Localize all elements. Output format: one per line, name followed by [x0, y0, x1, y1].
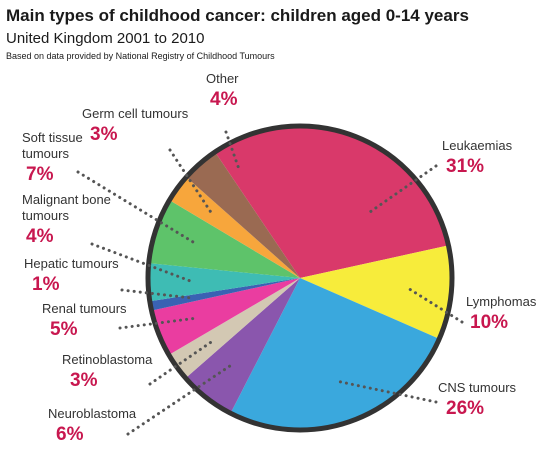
pie-slices: [145, 123, 455, 433]
chart-source-note: Based on data provided by National Regis…: [6, 51, 275, 61]
leader-line-hepatic-tumours: [120, 288, 194, 300]
slice-label-cns-tumours: CNS tumours: [438, 380, 517, 395]
slice-label-other: Other: [206, 71, 239, 86]
slice-labels: Leukaemias 31% Lymphomas 10% CNS tumours 26% N…: [22, 71, 537, 445]
leader-line-other: [224, 130, 242, 174]
slice-value-lymphomas: 10%: [470, 312, 508, 333]
pie-slice-leukaemias: [215, 126, 449, 278]
slice-value-cns-tumours: 26%: [446, 398, 484, 419]
slice-label-germ-cell-tumours: Germ cell tumours: [82, 106, 189, 121]
slice-label-malignant-bone-tumours-line-1: Malignant bone: [22, 192, 111, 207]
slice-value-hepatic-tumours: 1%: [32, 274, 60, 295]
leader-line-neuroblastoma: [126, 362, 235, 436]
leader-line-cns-tumours: [335, 379, 438, 404]
slice-value-malignant-bone-tumours: 4%: [26, 226, 54, 247]
leader-line-lymphomas: [407, 287, 464, 324]
pie-slice-germ-cell-tumours: [169, 177, 300, 278]
slice-label-renal-tumours: Renal tumours: [42, 301, 127, 316]
slice-label-soft-tissue-tumours-line-1: Soft tissue: [22, 130, 83, 145]
leader-line-malignant-bone-tumours: [90, 242, 193, 283]
leader-line-soft-tissue-tumours: [76, 170, 198, 246]
slice-label-hepatic-tumours: Hepatic tumours: [24, 256, 119, 271]
slice-value-renal-tumours: 5%: [50, 319, 78, 340]
pie-slice-malignant-bone-tumours: [148, 263, 300, 302]
pie-slice-renal-tumours: [151, 278, 300, 355]
chart-title: Main types of childhood cancer: children…: [6, 6, 469, 25]
leader-line-germ-cell-tumours: [168, 148, 214, 215]
pie-slice-lymphomas: [300, 245, 452, 339]
leader-line-renal-tumours: [118, 316, 200, 330]
leader-lines: [76, 130, 464, 436]
slice-label-malignant-bone-tumours-line-2: tumours: [22, 208, 69, 223]
slice-label-retinoblastoma: Retinoblastoma: [62, 352, 153, 367]
pie-slice-other: [186, 151, 300, 278]
slice-value-other: 4%: [210, 89, 238, 110]
pie-slice-retinoblastoma: [168, 278, 300, 379]
slice-value-retinoblastoma: 3%: [70, 370, 98, 391]
chart-subtitle: United Kingdom 2001 to 2010: [6, 30, 205, 47]
slice-label-lymphomas: Lymphomas: [466, 294, 537, 309]
pie-slice-neuroblastoma: [185, 278, 300, 414]
leader-line-retinoblastoma: [148, 340, 213, 386]
slice-label-neuroblastoma: Neuroblastoma: [48, 406, 137, 421]
slice-value-neuroblastoma: 6%: [56, 424, 84, 445]
slice-value-leukaemias: 31%: [446, 156, 484, 177]
pie-slice-soft-tissue-tumours: [148, 200, 300, 278]
pie-outline: [145, 123, 455, 433]
leader-line-leukaemias: [368, 164, 438, 214]
slice-label-leukaemias: Leukaemias: [442, 138, 513, 153]
slice-value-germ-cell-tumours: 3%: [90, 124, 118, 145]
slice-label-soft-tissue-tumours-line-2: tumours: [22, 146, 69, 161]
pie-slice-hepatic-tumours: [149, 278, 300, 311]
slice-value-soft-tissue-tumours: 7%: [26, 164, 54, 185]
